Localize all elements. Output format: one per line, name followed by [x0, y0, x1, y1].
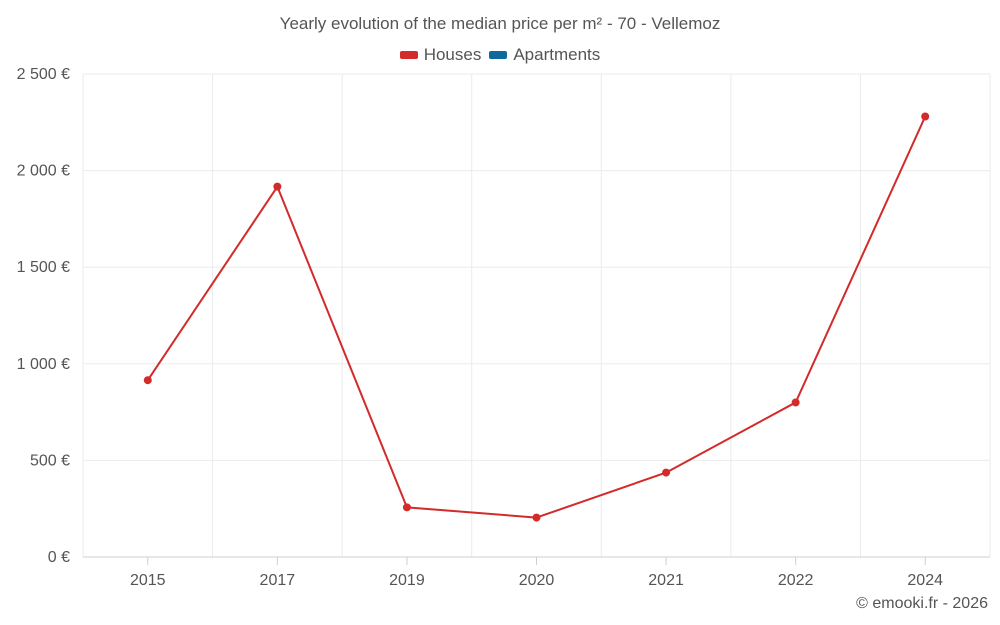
x-tick-label: 2021: [648, 572, 684, 589]
credit-text: © emooki.fr - 2026: [856, 595, 988, 612]
x-tick-label: 2015: [130, 572, 166, 589]
y-tick-label: 2 000 €: [17, 163, 70, 180]
legend-item-houses[interactable]: Houses: [399, 45, 482, 65]
data-point-houses-2017: [273, 182, 282, 191]
chart-legend: Houses Apartments: [0, 45, 1000, 65]
x-tick-label: 2024: [907, 572, 943, 589]
data-point-houses-2022: [791, 398, 800, 407]
y-tick-label: 500 €: [30, 452, 70, 469]
y-tick-label: 2 500 €: [17, 66, 70, 83]
y-tick-label: 1 500 €: [17, 259, 70, 276]
y-tick-label: 1 000 €: [17, 356, 70, 373]
data-point-houses-2021: [662, 468, 671, 477]
data-point-houses-2020: [532, 513, 541, 522]
x-tick-label: 2022: [778, 572, 814, 589]
x-axis-labels: 2015 2017 2019 2020 2021 2022 2024: [130, 572, 943, 589]
data-point-houses-2024: [921, 112, 930, 121]
series-layer: [143, 112, 930, 522]
series-line-houses: [146, 116, 927, 519]
grid-lines: [82, 73, 991, 557]
y-tick-label: 0 €: [48, 549, 70, 566]
legend-swatch-apartments: [489, 51, 508, 59]
data-point-houses-2015: [143, 376, 152, 385]
legend-swatch-houses: [399, 51, 418, 59]
legend-item-apartments[interactable]: Apartments: [489, 45, 600, 65]
legend-label-apartments: Apartments: [513, 45, 601, 64]
data-point-houses-2019: [402, 503, 411, 512]
legend-label-houses: Houses: [423, 45, 482, 64]
x-tick-label: 2019: [389, 572, 425, 589]
x-tick-label: 2017: [260, 572, 296, 589]
chart-title: Yearly evolution of the median price per…: [279, 14, 721, 33]
y-axis-labels: 0 € 500 € 1 000 € 1 500 € 2 000 € 2 500 €: [17, 66, 70, 566]
x-tick-label: 2020: [519, 572, 555, 589]
axes: [83, 556, 990, 565]
